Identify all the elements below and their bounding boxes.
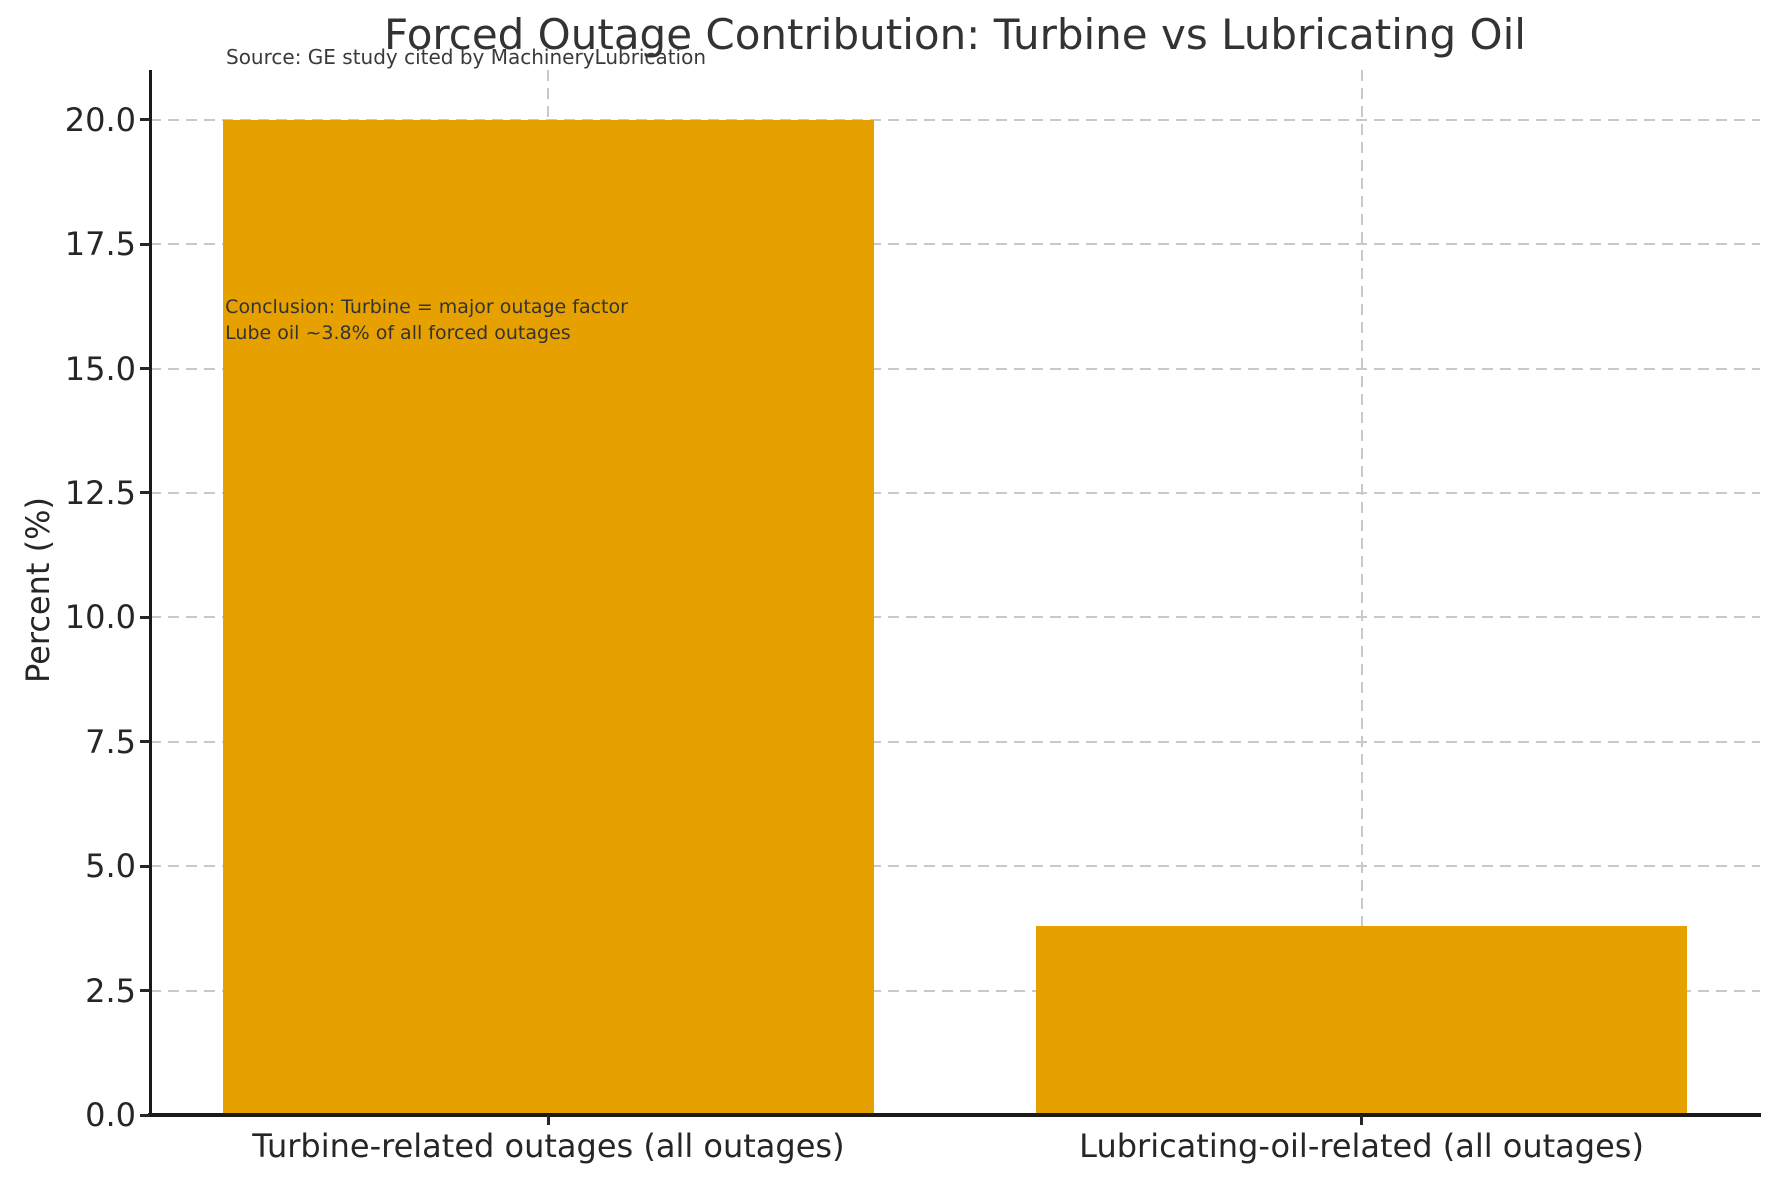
y-gridline (150, 989, 1760, 992)
y-tick-mark (140, 118, 150, 122)
y-gridline (150, 616, 1760, 619)
y-tick-mark (140, 615, 150, 619)
y-tick-label: 2.5 (85, 971, 136, 1010)
annotation-line-2: Lube oil ~3.8% of all forced outages (225, 321, 571, 344)
x-tick-mark (1360, 1115, 1364, 1125)
y-tick-mark (140, 864, 150, 868)
annotation-line-1: Conclusion: Turbine = major outage facto… (225, 295, 628, 318)
x-axis-spine (148, 1113, 1761, 1117)
bar (1036, 925, 1687, 1115)
x-gridline (1360, 70, 1363, 1115)
y-tick-label: 17.5 (64, 225, 136, 264)
y-axis-label: Percent (%) (19, 497, 57, 683)
source-note: Source: GE study cited by MachineryLubri… (226, 45, 707, 69)
y-tick-label: 10.0 (64, 598, 136, 637)
y-tick-mark (140, 989, 150, 993)
y-tick-mark (140, 1113, 150, 1117)
y-tick-mark (140, 740, 150, 744)
y-gridline (150, 740, 1760, 743)
y-gridline (150, 118, 1760, 121)
y-tick-mark (140, 491, 150, 495)
x-tick-label: Turbine-related outages (all outages) (252, 1127, 845, 1165)
chart-title: Forced Outage Contribution: Turbine vs L… (384, 10, 1526, 59)
y-gridline (150, 491, 1760, 494)
y-tick-label: 5.0 (85, 847, 136, 886)
y-tick-label: 15.0 (64, 349, 136, 388)
annotation: Conclusion: Turbine = major outage facto… (225, 294, 628, 346)
y-tick-mark (140, 367, 150, 371)
x-tick-label: Lubricating-oil-related (all outages) (1079, 1127, 1644, 1165)
y-tick-mark (140, 242, 150, 246)
y-tick-label: 12.5 (64, 473, 136, 512)
y-gridline (150, 367, 1760, 370)
y-tick-label: 20.0 (64, 100, 136, 139)
y-gridline (150, 865, 1760, 868)
bar (223, 119, 874, 1115)
y-tick-label: 0.0 (85, 1096, 136, 1134)
y-tick-label: 7.5 (85, 722, 136, 761)
plot-area: Conclusion: Turbine = major outage facto… (148, 70, 1761, 1117)
x-tick-mark (546, 1115, 550, 1125)
y-axis-spine (149, 70, 152, 1115)
y-gridline (150, 243, 1760, 246)
